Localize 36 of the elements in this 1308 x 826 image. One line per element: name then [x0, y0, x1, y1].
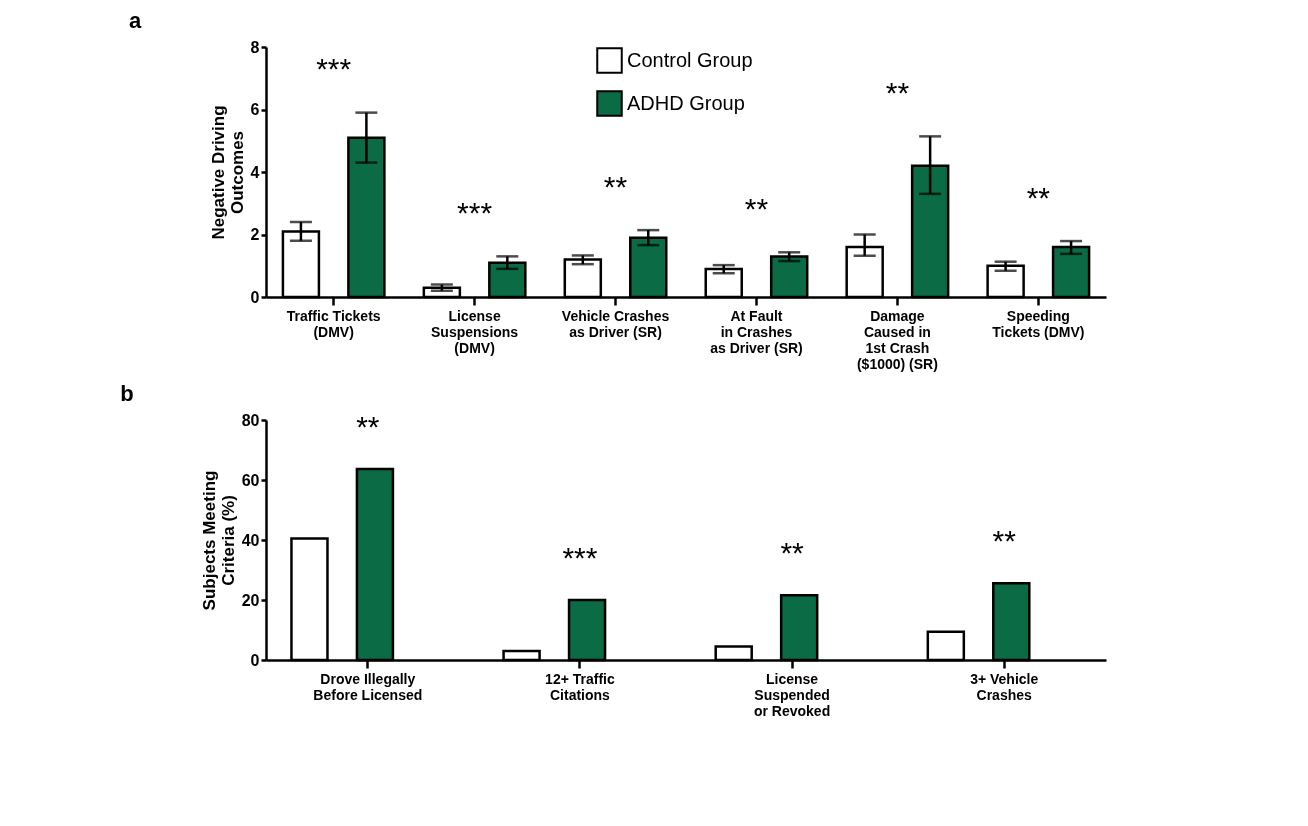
- annotation: ***: [316, 52, 352, 86]
- y-tick-label: 4: [250, 163, 260, 181]
- y-tick-label: 0: [250, 288, 260, 306]
- annotation: **: [1026, 180, 1051, 214]
- annotation: **: [356, 410, 380, 444]
- legend-label: ADHD Group: [627, 91, 745, 114]
- x-tick-label: License Suspended or Revoked: [753, 670, 831, 719]
- y-tick-label: 0: [250, 651, 260, 669]
- x-tick-label: Traffic Tickets (DMV): [286, 307, 381, 340]
- x-tick-label: Vehicle Crashes as Driver (SR): [561, 307, 670, 340]
- y-axis-title: Subjects Meeting Criteria (%): [199, 470, 238, 611]
- x-tick-label: 3+ Vehicle Crashes: [970, 670, 1039, 703]
- legend-label: Control Group: [627, 48, 753, 71]
- y-tick-label: 80: [241, 411, 260, 429]
- annotation: **: [885, 75, 910, 109]
- annotation: ***: [562, 541, 598, 575]
- x-tick-label: 12+ Traffic Citations: [545, 670, 615, 703]
- x-tick-label: Damage Caused in 1st Crash ($1000) (SR): [856, 307, 938, 372]
- y-tick-label: 60: [241, 471, 260, 489]
- annotation: ***: [457, 195, 493, 229]
- chart-title: a: [129, 8, 143, 33]
- y-tick-label: 8: [250, 38, 260, 56]
- y-tick-label: 40: [241, 531, 260, 549]
- y-tick-label: 2: [250, 226, 260, 243]
- y-axis-title: Negative Driving Outcomes: [208, 105, 247, 240]
- y-tick-label: 20: [241, 591, 260, 609]
- y-tick-label: 6: [250, 101, 260, 118]
- annotation: **: [780, 536, 805, 570]
- annotation: **: [744, 191, 769, 225]
- annotation: **: [992, 524, 1017, 558]
- annotation: **: [603, 169, 628, 203]
- x-tick-label: At Fault in Crashes as Driver (SR): [710, 307, 803, 356]
- x-tick-label: Drove Illegally Before Licensed: [313, 670, 423, 703]
- x-tick-label: Speeding Tickets (DMV): [992, 307, 1085, 340]
- chart-title: b: [120, 381, 134, 406]
- x-tick-label: License Suspensions (DMV): [431, 307, 519, 356]
